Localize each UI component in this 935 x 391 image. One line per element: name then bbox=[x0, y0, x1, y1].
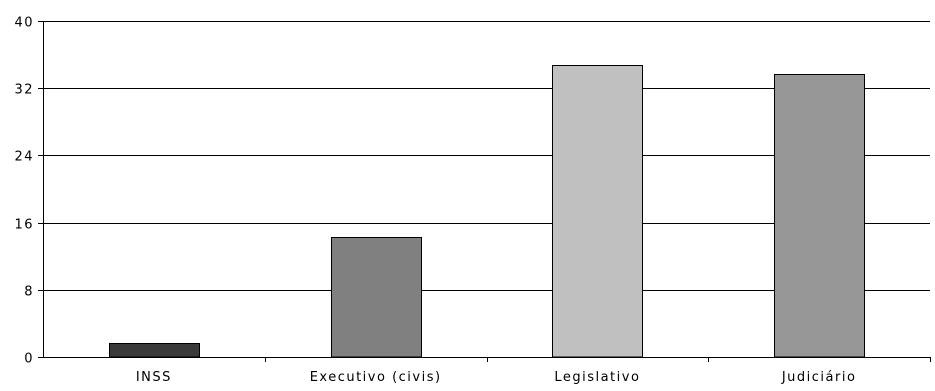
y-tick-label: 40 bbox=[14, 16, 34, 31]
y-tick-label: 8 bbox=[24, 285, 34, 300]
x-tick-label: Judiciário bbox=[781, 370, 857, 385]
bar-legislativo bbox=[552, 65, 643, 358]
x-tick-label: Executivo (civis) bbox=[310, 370, 442, 385]
bars bbox=[109, 65, 865, 358]
x-tick-label: INSS bbox=[136, 370, 172, 385]
y-tick-label: 16 bbox=[14, 218, 34, 233]
y-tick-label: 32 bbox=[14, 83, 34, 98]
bar-judici-rio bbox=[774, 74, 865, 358]
bar-inss bbox=[109, 343, 200, 358]
y-tick-label: 24 bbox=[14, 150, 34, 165]
bar-executivo-civis bbox=[331, 237, 422, 358]
y-tick-label: 0 bbox=[24, 352, 34, 367]
y-tick-labels: 0 8 16 24 32 40 bbox=[14, 16, 34, 367]
x-tick-labels: INSS Executivo (civis) Legislativo Judiciár… bbox=[136, 370, 857, 385]
x-tick-label: Legislativo bbox=[554, 370, 640, 385]
